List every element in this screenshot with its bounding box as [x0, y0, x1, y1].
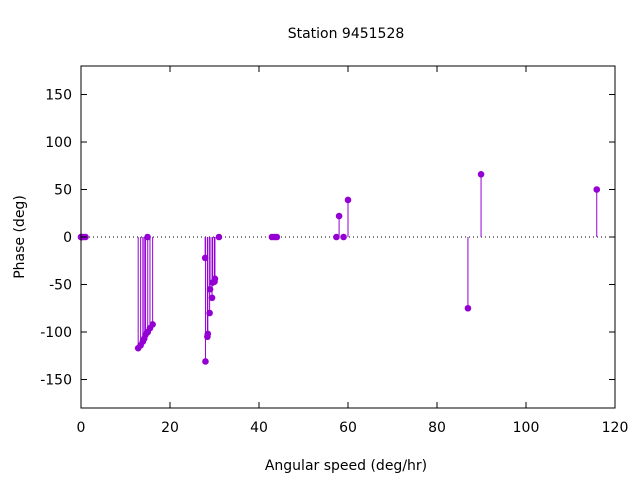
data-point: [206, 309, 213, 317]
x-tick-label: 120: [602, 420, 629, 436]
y-tick-label: -50: [49, 278, 72, 294]
y-tick-label: -100: [40, 325, 72, 341]
data-point: [593, 186, 601, 193]
y-tick-label: -150: [40, 373, 72, 389]
data-point: [211, 275, 219, 283]
stem-series: [77, 171, 601, 365]
y-tick-label: 50: [54, 183, 72, 199]
x-tick-label: 20: [161, 420, 179, 436]
data-point: [208, 294, 216, 302]
data-point: [204, 330, 212, 338]
y-tick-label: 150: [45, 88, 72, 104]
x-tick-label: 60: [339, 420, 357, 436]
data-point: [215, 233, 223, 241]
x-tick-label: 80: [428, 420, 446, 436]
data-point: [202, 358, 209, 365]
data-point: [149, 321, 156, 328]
x-tick-label: 40: [250, 420, 268, 436]
x-tick-label: 0: [77, 420, 86, 436]
data-point: [477, 171, 485, 178]
x-axis-ticks: 0 20 40 60 80 100 120: [77, 66, 629, 436]
data-point: [340, 233, 347, 241]
y-tick-label: 100: [45, 135, 72, 151]
chart-title: Station 9451528: [288, 26, 405, 42]
y-tick-label: 0: [63, 230, 72, 246]
y-axis-ticks: -150 -100 -50 0 50 100 150: [40, 88, 615, 389]
data-point: [344, 196, 352, 204]
data-point: [464, 304, 472, 312]
y-axis-label: Phase (deg): [12, 195, 28, 279]
data-point: [273, 233, 281, 241]
data-point: [333, 233, 340, 241]
x-tick-label: 100: [513, 420, 540, 436]
x-axis-label: Angular speed (deg/hr): [265, 458, 427, 474]
data-point: [335, 212, 343, 220]
